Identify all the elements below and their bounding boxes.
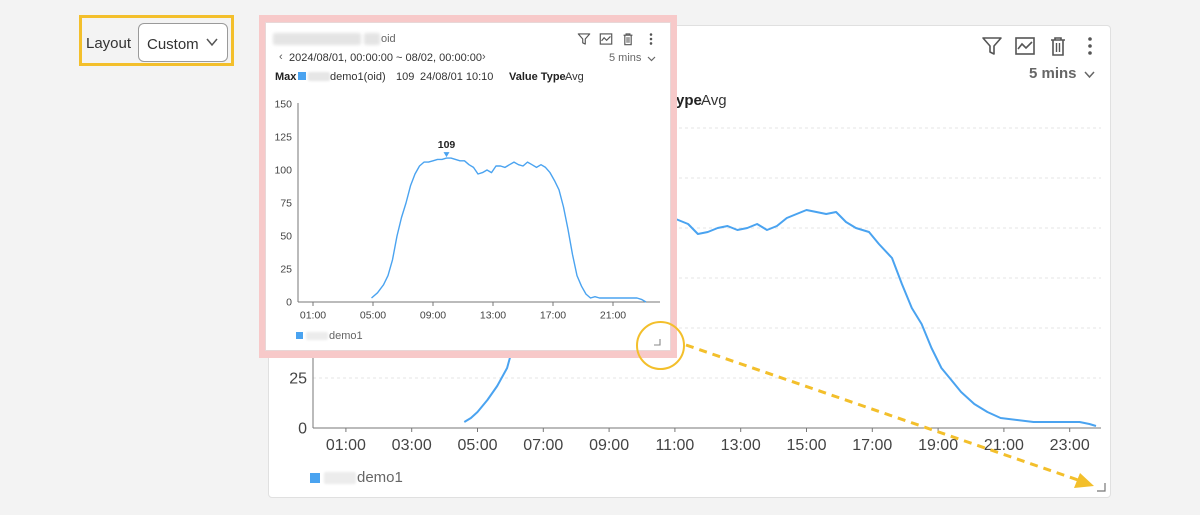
chart-type-icon[interactable] bbox=[599, 32, 613, 46]
legend-swatch bbox=[310, 473, 320, 483]
series-swatch bbox=[298, 72, 306, 80]
blurred-widget-title bbox=[273, 33, 361, 45]
x-tick-label: 13:00 bbox=[721, 437, 761, 454]
y-tick-label: 75 bbox=[280, 198, 292, 210]
layout-select[interactable]: Custom bbox=[138, 23, 228, 62]
x-tick-label: 05:00 bbox=[360, 310, 386, 322]
blurred-legend-prefix bbox=[306, 332, 328, 340]
max-time: 24/08/01 10:10 bbox=[420, 71, 494, 83]
max-series-name: demo1(oid) bbox=[330, 71, 386, 83]
legend-item-label[interactable]: demo1 bbox=[329, 330, 363, 342]
trash-icon[interactable] bbox=[621, 32, 635, 46]
blurred-legend-prefix bbox=[324, 472, 356, 484]
x-tick-label: 13:00 bbox=[480, 310, 506, 322]
filter-icon[interactable] bbox=[577, 32, 591, 46]
chevron-down-icon[interactable] bbox=[1083, 68, 1096, 81]
more-vertical-icon[interactable] bbox=[1079, 35, 1101, 57]
series-line bbox=[371, 157, 647, 303]
layout-label: Layout bbox=[86, 35, 132, 52]
y-tick-label: 150 bbox=[274, 99, 292, 111]
y-tick-label: 0 bbox=[298, 421, 307, 438]
value-type-value: Avg bbox=[565, 71, 584, 83]
chevron-down-icon bbox=[206, 38, 218, 47]
y-tick-label: 50 bbox=[280, 231, 292, 243]
max-value: 109 bbox=[396, 71, 415, 83]
x-tick-label: 01:00 bbox=[300, 310, 326, 322]
trash-icon[interactable] bbox=[1047, 35, 1069, 57]
small-chart-widget bbox=[265, 22, 671, 351]
resize-highlight-circle bbox=[636, 321, 685, 370]
chevron-down-icon[interactable] bbox=[647, 54, 656, 63]
x-tick-label: 23:00 bbox=[1050, 437, 1090, 454]
date-range: 2024/08/01, 00:00:00 ~ 08/02, 00:00:00 bbox=[289, 52, 482, 64]
next-range-button[interactable]: › bbox=[482, 51, 486, 63]
layout-select-value: Custom bbox=[147, 36, 199, 53]
x-tick-label: 17:00 bbox=[540, 310, 566, 322]
x-tick-label: 15:00 bbox=[786, 437, 826, 454]
x-tick-label: 05:00 bbox=[457, 437, 497, 454]
x-tick-label: 11:00 bbox=[655, 437, 694, 454]
value-type-label: Value Type bbox=[509, 71, 566, 83]
y-tick-label: 25 bbox=[289, 371, 307, 388]
y-tick-label: 100 bbox=[274, 165, 292, 177]
more-vertical-icon[interactable] bbox=[644, 32, 658, 46]
x-tick-label: 03:00 bbox=[392, 437, 432, 454]
x-tick-label: 21:00 bbox=[600, 310, 626, 322]
x-tick-label: 09:00 bbox=[589, 437, 629, 454]
previous-range-button[interactable]: ‹ bbox=[279, 51, 283, 63]
max-label: Max bbox=[275, 71, 297, 83]
x-tick-label: 01:00 bbox=[326, 437, 366, 454]
value-type-value: Avg bbox=[701, 92, 727, 109]
x-tick-label: 07:00 bbox=[523, 437, 563, 454]
y-tick-label: 25 bbox=[280, 264, 292, 276]
widget-title-suffix: oid bbox=[381, 33, 396, 45]
value-type-label: ype bbox=[676, 92, 702, 109]
peak-marker bbox=[443, 152, 450, 158]
y-tick-label: 0 bbox=[286, 297, 292, 309]
legend-item-label[interactable]: demo1 bbox=[357, 469, 403, 486]
peak-value-label: 109 bbox=[438, 139, 456, 151]
y-tick-label: 125 bbox=[274, 132, 292, 144]
x-tick-label: 17:00 bbox=[852, 437, 892, 454]
legend-swatch bbox=[296, 332, 303, 339]
interval-dropdown[interactable]: 5 mins bbox=[1029, 65, 1077, 82]
x-tick-label: 19:00 bbox=[918, 437, 958, 454]
blurred-widget-title-part bbox=[364, 33, 380, 45]
interval-dropdown[interactable]: 5 mins bbox=[609, 52, 642, 64]
x-tick-label: 09:00 bbox=[420, 310, 446, 322]
resize-corner-icon[interactable] bbox=[1096, 482, 1106, 492]
chart-type-icon[interactable] bbox=[1014, 35, 1036, 57]
blurred-series-prefix bbox=[308, 72, 330, 81]
filter-icon[interactable] bbox=[981, 35, 1003, 57]
